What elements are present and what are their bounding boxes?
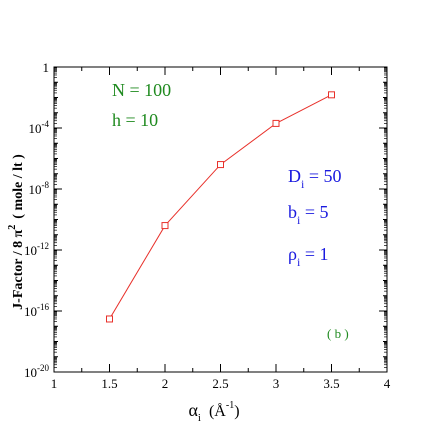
panel-label: ( b ) — [327, 326, 349, 341]
x-tick-label: 2.5 — [212, 376, 228, 391]
y-tick-label: 10-12 — [24, 241, 49, 258]
series-group — [106, 91, 335, 323]
annotation-d: Di = 50 — [288, 166, 342, 191]
y-tick-label: 1 — [43, 60, 50, 75]
data-point-marker — [161, 222, 169, 230]
data-point-marker — [217, 161, 224, 169]
x-tick-label: 4 — [384, 376, 391, 391]
y-tick-label: 10-8 — [29, 180, 50, 197]
x-axis-label: αi (Å-1) — [188, 400, 239, 424]
annotation-rho: ρi = 1 — [288, 244, 328, 269]
y-tick-labels: 10-20 10-16 10-12 10-8 10-4 1 — [24, 60, 49, 380]
y-axis-label: J-Factor / 8 π2( mole / lt ) — [7, 154, 26, 310]
data-point-marker — [272, 119, 280, 127]
annotation-n: N = 100 — [112, 80, 171, 100]
plot-frame — [53, 66, 388, 373]
y-tick-label: 10-20 — [24, 363, 49, 380]
y-tick-label: 10-4 — [29, 119, 50, 136]
x-tick-label: 2 — [162, 376, 169, 391]
x-tick-label: 3.5 — [323, 376, 339, 391]
x-tick-label: 1.5 — [101, 376, 117, 391]
data-point-marker — [106, 315, 113, 323]
annotation-b: bi = 5 — [288, 202, 329, 227]
y-tick-label: 10-16 — [24, 302, 49, 319]
annotation-h: h = 10 — [112, 110, 158, 130]
x-tick-label: 1 — [51, 376, 58, 391]
x-tick-label: 3 — [273, 376, 280, 391]
x-tick-labels: 1 1.5 2 2.5 3 3.5 4 — [51, 376, 391, 391]
data-point-marker — [328, 91, 335, 99]
